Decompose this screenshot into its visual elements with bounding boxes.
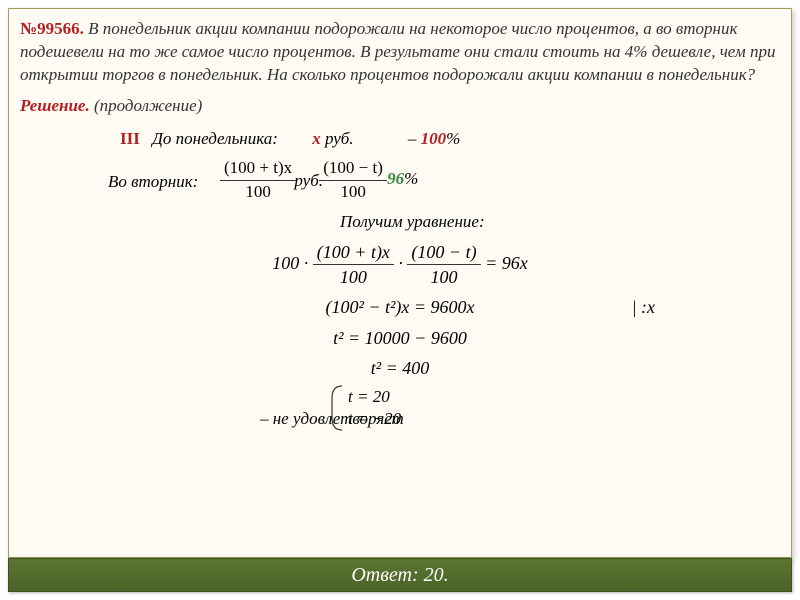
eq1-f1-den: 100: [313, 265, 394, 289]
eq2: (100² − t²)x = 9600x: [325, 297, 474, 317]
eq4: t² = 400: [371, 358, 430, 378]
solution-header: Решение. (продолжение): [20, 95, 780, 118]
equation-3: t² = 10000 − 9600: [20, 326, 780, 350]
dash: –: [408, 129, 417, 148]
eq3: t² = 10000 − 9600: [333, 328, 467, 348]
frac2-num: (100 − t): [319, 157, 387, 181]
eq1-right: = 96x: [485, 253, 528, 273]
tuesday-label: Во вторник:: [108, 171, 198, 194]
x-value: x: [312, 129, 321, 148]
eq1-frac2: (100 − t) 100: [407, 240, 480, 290]
problem-text: В понедельник акции компании подорожали …: [20, 19, 776, 84]
answer-bar: Ответ: 20.: [8, 558, 792, 592]
frac-1: (100 + t)x 100: [220, 157, 296, 204]
problem-number: №99566.: [20, 19, 84, 38]
pct-sign-2: %: [404, 169, 418, 188]
eq1-mid: ·: [398, 253, 403, 273]
pct-96: 96: [387, 169, 404, 188]
answer-text: Ответ: 20.: [351, 564, 448, 586]
frac2-den: 100: [319, 181, 387, 204]
eq1-f2-den: 100: [407, 265, 480, 289]
solution-label: Решение.: [20, 96, 90, 115]
not-satisfy: – не удовлетворяет: [260, 408, 404, 431]
equation-label: Получим уравнение:: [340, 211, 780, 234]
frac1-den: 100: [220, 181, 296, 204]
tuesday-line: Во вторник: (100 + t)x 100 руб. (100 − t…: [20, 157, 780, 205]
monday-label: До понедельника:: [152, 129, 278, 148]
tuesday-math: (100 + t)x 100 руб. (100 − t) 100 96%: [220, 157, 418, 204]
monday-line: III До понедельника: x руб. – 100%: [20, 128, 780, 151]
continuation: (продолжение): [94, 96, 202, 115]
equation-1: 100 · (100 + t)x 100 · (100 − t) 100 = 9…: [20, 240, 780, 290]
content-area: №99566. В понедельник акции компании под…: [20, 18, 780, 432]
pct-100: 100: [421, 129, 447, 148]
roman-numeral: III: [120, 129, 140, 148]
bracket-solutions: t = 20 t = −20 – не удовлетворяет: [20, 384, 780, 432]
frac-2: (100 − t) 100: [319, 157, 387, 204]
eq1-frac1: (100 + t)x 100: [313, 240, 394, 290]
bracket-1: t = 20: [348, 386, 390, 409]
equation-2: (100² − t²)x = 9600x | :x: [20, 295, 780, 319]
eq1-f1-num: (100 + t)x: [313, 240, 394, 265]
equation-4: t² = 400: [20, 356, 780, 380]
rub-label-2: руб.: [294, 171, 323, 190]
div-x: | :x: [632, 295, 655, 319]
frac1-num: (100 + t)x: [220, 157, 296, 181]
eq1-left: 100 ·: [272, 253, 308, 273]
eq1-f2-num: (100 − t): [407, 240, 480, 265]
problem-statement: №99566. В понедельник акции компании под…: [20, 18, 780, 87]
pct-sign-1: %: [446, 129, 460, 148]
rub-label: руб.: [325, 129, 354, 148]
